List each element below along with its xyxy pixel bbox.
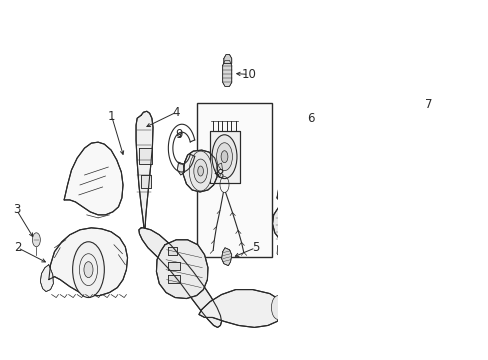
Text: 2: 2	[14, 241, 21, 254]
Polygon shape	[177, 162, 184, 175]
Circle shape	[32, 233, 40, 247]
Circle shape	[216, 143, 232, 171]
Polygon shape	[168, 262, 179, 270]
Polygon shape	[64, 142, 123, 215]
Polygon shape	[325, 67, 351, 84]
Circle shape	[271, 296, 285, 319]
Polygon shape	[136, 111, 153, 228]
Polygon shape	[277, 246, 283, 258]
Polygon shape	[295, 246, 302, 258]
Circle shape	[189, 151, 211, 191]
Polygon shape	[222, 60, 231, 86]
Circle shape	[289, 164, 309, 200]
Circle shape	[221, 151, 227, 163]
Text: 5: 5	[251, 241, 259, 254]
Text: 8: 8	[216, 167, 224, 180]
Polygon shape	[168, 275, 179, 283]
Circle shape	[193, 159, 207, 183]
Polygon shape	[277, 154, 320, 211]
Text: 7: 7	[424, 98, 432, 111]
Circle shape	[73, 242, 104, 298]
Text: 4: 4	[172, 106, 180, 119]
Circle shape	[293, 172, 305, 192]
Circle shape	[212, 135, 237, 179]
Polygon shape	[49, 228, 127, 296]
Text: 3: 3	[13, 203, 20, 216]
Polygon shape	[139, 148, 152, 164]
Circle shape	[197, 166, 203, 176]
Polygon shape	[40, 265, 53, 292]
Polygon shape	[285, 246, 292, 258]
Polygon shape	[224, 54, 231, 63]
Bar	[197, 103, 271, 257]
Polygon shape	[313, 246, 320, 258]
Polygon shape	[168, 247, 177, 255]
Polygon shape	[304, 246, 310, 258]
Polygon shape	[221, 248, 231, 266]
Text: 9: 9	[174, 128, 182, 141]
Polygon shape	[272, 206, 327, 247]
Text: 1: 1	[108, 110, 115, 123]
Polygon shape	[139, 228, 221, 328]
Polygon shape	[183, 150, 217, 192]
Polygon shape	[156, 240, 207, 298]
Polygon shape	[215, 163, 222, 177]
Polygon shape	[209, 131, 239, 183]
Text: 6: 6	[306, 112, 314, 125]
Polygon shape	[199, 289, 282, 328]
Polygon shape	[140, 175, 150, 188]
Circle shape	[84, 262, 93, 278]
Text: 10: 10	[241, 68, 256, 81]
